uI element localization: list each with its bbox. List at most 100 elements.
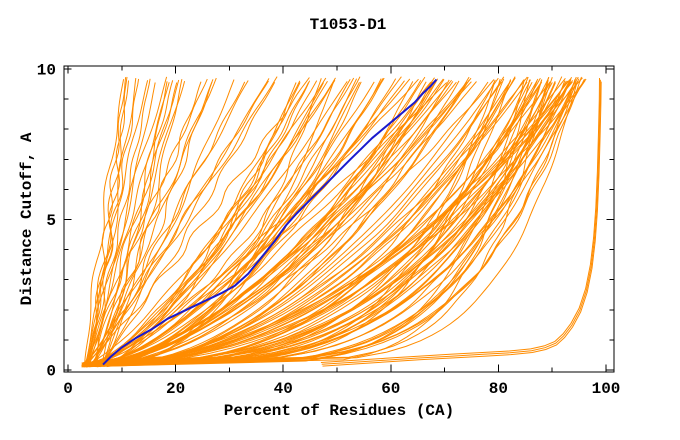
model-curve [85,76,516,367]
model-curve [99,76,573,365]
outlier-curve [320,77,600,363]
highlighted-model-curve [102,78,438,366]
model-curve [87,76,505,364]
model-curve [84,79,525,364]
model-curve [83,77,310,365]
model-curve [89,77,355,365]
model-curve [92,80,512,367]
outlier-curve [321,79,601,365]
model-curve [86,76,563,367]
model-curve [111,78,322,366]
model-curve [87,78,137,364]
model-curve [81,79,512,365]
model-curve [89,82,156,365]
y-tick-label: 5 [46,212,56,230]
model-curve [83,82,301,366]
model-curve [101,82,178,365]
model-curve [98,81,468,367]
model-curve [84,79,125,363]
model-curve [83,77,550,364]
highlighted-curve [102,78,438,366]
model-curve [92,80,186,367]
model-curve [85,78,501,365]
model-curve [87,81,432,367]
model-curve [85,82,448,366]
x-tick-label: 100 [592,380,621,398]
outlier-model-curves [320,77,602,367]
model-curve [102,81,213,366]
model-curve [96,79,452,368]
model-curve [88,77,384,366]
model-curve [86,82,324,365]
model-curve [102,82,577,364]
model-curve [91,80,470,367]
model-curve [93,80,174,365]
axis-tick-labels: 0 20 40 60 80 100 0 5 10 [37,62,621,399]
model-curve [89,77,336,366]
model-curve [100,78,183,366]
model-curve [85,76,168,364]
model-curve [87,78,505,367]
model-curve [111,77,385,364]
model-curve [86,81,528,367]
model-curve [82,78,539,367]
model-curve [85,78,151,365]
x-tick-label: 40 [274,380,293,398]
model-curve [87,76,582,364]
model-curve [81,79,576,366]
model-curve [101,80,586,364]
model-curve [88,77,127,367]
model-curve [96,81,551,364]
model-curve [82,82,556,367]
x-tick-label: 60 [381,380,400,398]
model-curve [84,82,309,368]
model-curve [89,80,574,366]
model-curve [84,78,382,366]
model-curve [85,80,149,366]
x-tick-label: 80 [489,380,508,398]
model-curve [81,80,566,366]
model-curve [84,76,361,366]
y-axis-label: Distance Cutoff, A [18,132,36,305]
model-curve [94,81,489,367]
model-curve [81,82,553,365]
model-curve [90,80,435,366]
model-curve [92,81,578,364]
model-curve [94,81,572,366]
x-tick-label: 0 [63,380,73,398]
model-curve [81,76,577,368]
model-curve [92,77,499,366]
model-curve [95,79,571,367]
model-curve [87,81,348,365]
model-curve [98,81,503,367]
model-curve [100,81,168,367]
model-curve [88,78,444,365]
model-curve [86,76,426,366]
model-curve [101,81,276,364]
model-curve [89,78,351,365]
model-curve [98,80,538,364]
model-curve [111,79,495,364]
model-curve [88,76,278,364]
model-curve [89,78,411,366]
model-ensemble-curves [81,76,587,368]
model-curve [98,81,543,365]
axis-ticks [64,66,614,372]
outlier-curve [322,81,602,367]
model-curve [99,79,235,368]
x-tick-label: 20 [166,380,185,398]
y-tick-label: 10 [37,62,56,80]
chart-title: T1053-D1 [310,16,387,34]
x-axis-label: Percent of Residues (CA) [224,402,454,420]
y-tick-label: 0 [46,363,56,381]
model-curve [85,81,542,366]
model-curve [86,82,170,365]
model-curve [87,79,445,364]
model-curve [84,81,246,366]
model-curve [87,78,140,364]
model-curve [98,78,397,368]
model-curve [83,76,550,368]
model-curve [103,80,328,367]
